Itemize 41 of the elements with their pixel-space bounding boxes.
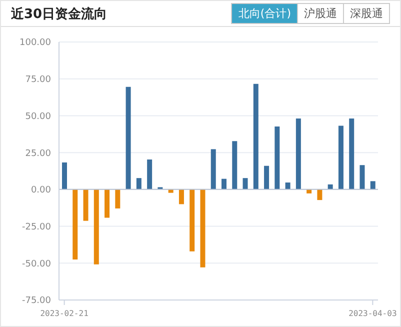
bar	[104, 189, 110, 218]
bar	[83, 189, 88, 221]
bar	[370, 181, 376, 190]
bar	[62, 162, 67, 190]
bar	[349, 118, 354, 190]
text: 沪股通	[297, 4, 343, 23]
bar	[264, 166, 270, 190]
bar	[210, 149, 216, 190]
y-tick-label: -25.00	[22, 222, 52, 232]
y-tick-label: 0.00	[30, 186, 52, 196]
bar	[115, 189, 120, 208]
bar	[222, 178, 226, 190]
bar	[338, 126, 344, 190]
bar	[317, 189, 322, 200]
x-tick-label: 2023-04-03	[348, 309, 397, 318]
x-tick-label: 2023-02-21	[40, 309, 89, 318]
bar	[274, 126, 280, 190]
bar	[190, 189, 195, 252]
bar	[178, 189, 184, 204]
text: 北向(合计)	[232, 4, 297, 23]
y-tick-label: 100.00	[20, 38, 52, 48]
bar	[285, 182, 290, 190]
bar	[242, 178, 248, 190]
y-tick-label: -75.00	[22, 296, 52, 306]
y-tick-label: 50.00	[25, 112, 52, 122]
bar	[328, 184, 333, 190]
bar	[147, 160, 152, 190]
bar	[126, 86, 131, 190]
bar	[94, 189, 99, 264]
bar	[72, 189, 78, 260]
y-tick-label: 25.00	[25, 148, 52, 159]
text: 深股通	[343, 4, 389, 23]
bar	[253, 84, 258, 190]
chart-title: 近30日资金流向	[11, 6, 108, 23]
bar	[232, 141, 238, 190]
bar	[296, 118, 301, 190]
y-tick-label: 75.00	[25, 75, 52, 86]
bar	[200, 189, 206, 268]
y-tick-label: -50.00	[22, 259, 52, 270]
bar	[136, 178, 142, 190]
bar	[360, 165, 365, 190]
